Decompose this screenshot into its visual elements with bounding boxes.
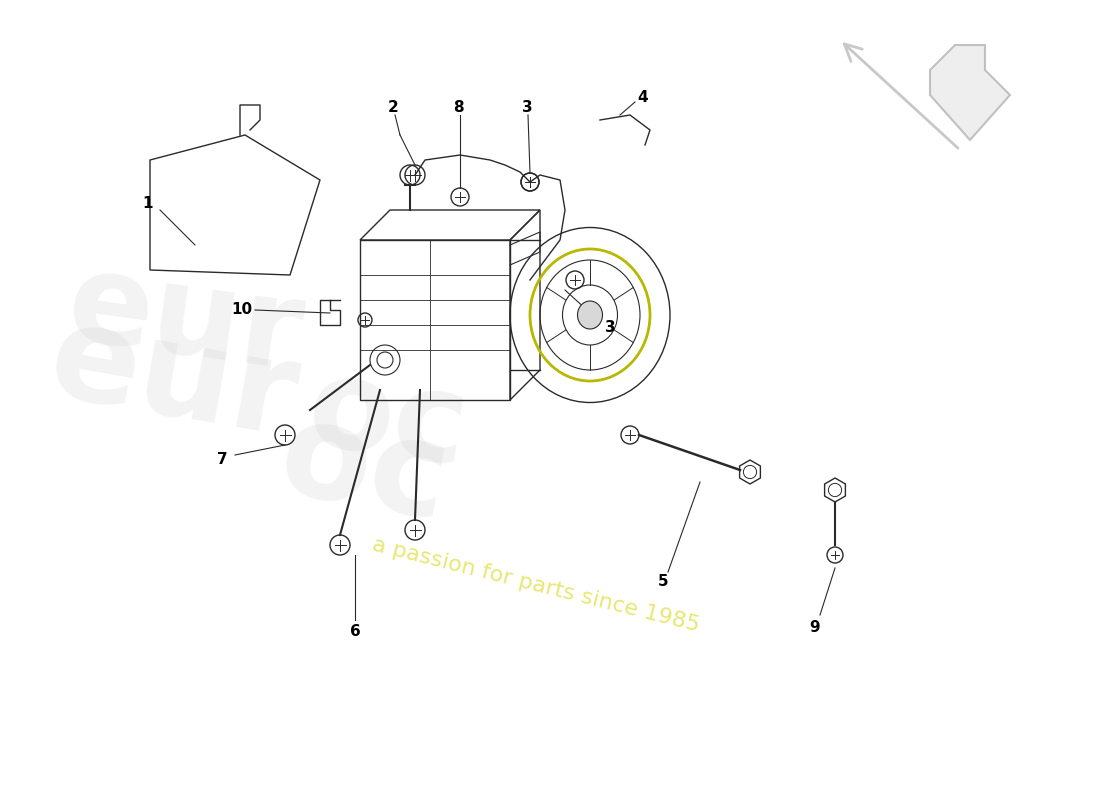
Text: 7: 7 <box>217 453 228 467</box>
Text: eur: eur <box>40 296 307 464</box>
Text: 3: 3 <box>605 321 615 335</box>
Text: 6: 6 <box>350 625 361 639</box>
Text: 8: 8 <box>453 99 463 114</box>
Text: oc: oc <box>270 393 459 547</box>
Text: 10: 10 <box>231 302 253 318</box>
Text: 4: 4 <box>638 90 648 105</box>
Text: a passion for parts since 1985: a passion for parts since 1985 <box>370 534 702 635</box>
Ellipse shape <box>578 301 603 329</box>
Text: eur: eur <box>60 244 310 396</box>
Text: 5: 5 <box>658 574 669 590</box>
Polygon shape <box>930 45 1010 140</box>
Text: oc: oc <box>300 349 475 491</box>
Text: 2: 2 <box>387 99 398 114</box>
Text: 1: 1 <box>143 195 153 210</box>
Text: 9: 9 <box>810 621 821 635</box>
Text: 3: 3 <box>521 99 532 114</box>
